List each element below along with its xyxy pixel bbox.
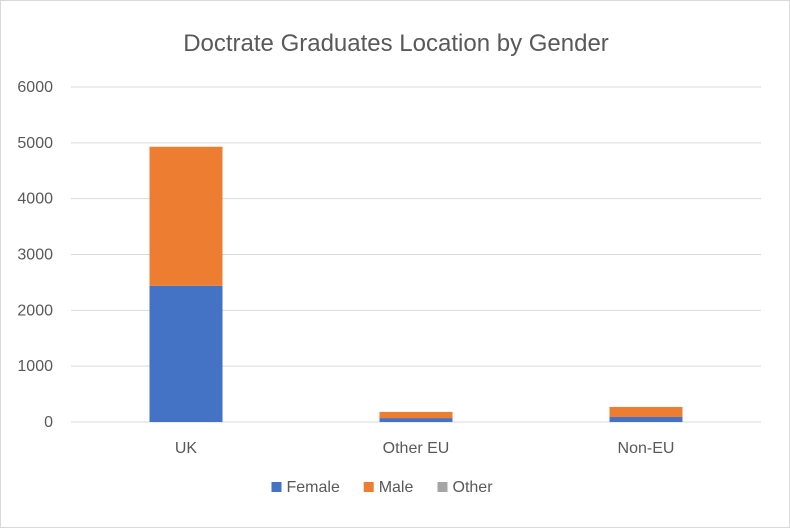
- legend-swatch-other: [437, 482, 448, 492]
- bar-female-non-eu: [609, 416, 683, 422]
- legend-label-other: Other: [453, 479, 494, 496]
- y-tick-label: 1000: [17, 358, 53, 375]
- legend-label-female: Female: [287, 479, 340, 496]
- x-tick-label: Other EU: [383, 440, 450, 457]
- y-tick-label: 4000: [17, 191, 53, 208]
- legend-swatch-male: [363, 482, 374, 492]
- bar-female-other-eu: [379, 418, 453, 422]
- bars: [149, 146, 683, 422]
- legend-label-male: Male: [379, 479, 414, 496]
- y-tick-label: 6000: [17, 79, 53, 96]
- legend-swatch-female: [271, 482, 282, 492]
- bar-male-non-eu: [609, 406, 683, 417]
- y-tick-label: 5000: [17, 135, 53, 152]
- y-tick-label: 3000: [17, 247, 53, 264]
- bar-male-other-eu: [379, 411, 453, 419]
- bar-female-uk: [149, 285, 223, 422]
- x-axis-ticks: UK Other EU Non-EU: [175, 440, 675, 457]
- bar-male-uk: [149, 146, 223, 286]
- y-tick-label: 0: [44, 414, 53, 431]
- chart-title: Doctrate Graduates Location by Gender: [183, 30, 609, 57]
- legend: Female Male Other: [271, 479, 494, 496]
- y-axis-ticks: 0 1000 2000 3000 4000 5000 6000: [17, 79, 53, 431]
- x-tick-label: Non-EU: [618, 440, 675, 457]
- y-tick-label: 2000: [17, 302, 53, 319]
- x-tick-label: UK: [175, 440, 198, 457]
